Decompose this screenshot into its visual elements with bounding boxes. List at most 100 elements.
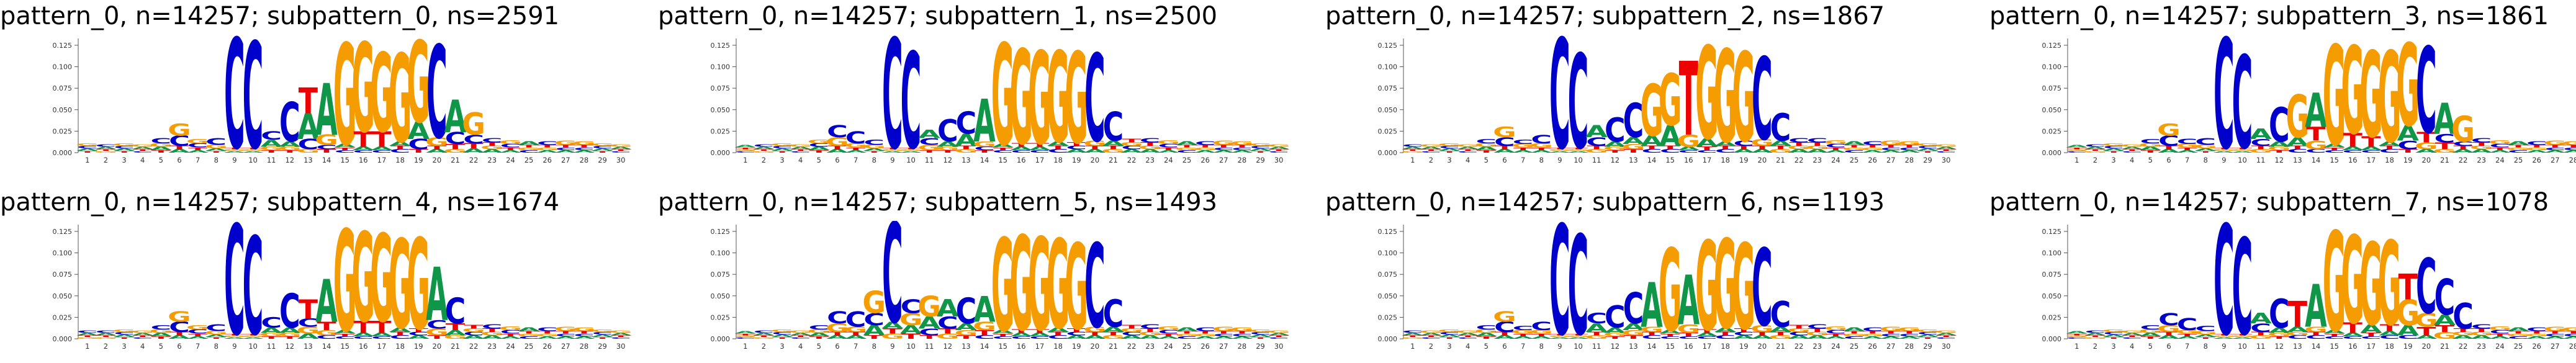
logo-letter-A: A [1659, 329, 1682, 335]
logo-letter-G: G [1732, 221, 1755, 357]
logo-letter-A: A [734, 330, 757, 334]
logo-letter-T: T [1214, 330, 1234, 334]
chart-title: pattern_0, n=14257; subpattern_4, ns=167… [0, 188, 560, 217]
logo-letter-G: G [2194, 144, 2217, 150]
x-tick-label: 15 [1665, 156, 1675, 164]
logo-letter-C: C [2563, 147, 2576, 151]
x-tick-label: 15 [2330, 342, 2339, 351]
x-tick-label: 3 [1447, 342, 1451, 351]
x-tick-label: 24 [506, 342, 515, 351]
logo-letter-T: T [243, 147, 263, 150]
logo-letter-G: G [2304, 325, 2328, 333]
logo-letter-G: G [917, 290, 941, 323]
logo-letter-G: G [1567, 149, 1590, 151]
logo-letter-T: T [482, 328, 502, 333]
logo-letter-T: T [993, 147, 1013, 151]
logo-letter-G: G [2341, 35, 2364, 162]
logo-letter-G: G [862, 285, 886, 321]
x-tick-label: 12 [1610, 156, 1619, 164]
logo-letter-C: C [1641, 148, 1662, 154]
x-tick-label: 12 [943, 342, 952, 351]
logo-letter-T: T [791, 335, 811, 338]
y-tick-label: 0.075 [711, 271, 731, 279]
logo-letter-A: A [1102, 139, 1125, 147]
x-tick-label: 13 [2293, 342, 2302, 351]
logo-letter-T: T [556, 144, 576, 148]
logo-letter-C: C [1103, 104, 1124, 151]
logo-letter-C: C [2232, 221, 2253, 362]
logo-letter-A: A [279, 326, 301, 334]
logo-letter-T: T [390, 145, 410, 150]
logo-letter-T: T [280, 150, 300, 154]
logo-letter-A: A [1176, 326, 1198, 332]
logo-letter-T: T [114, 151, 134, 153]
x-tick-label: 6 [1502, 342, 1506, 351]
x-tick-label: 23 [1813, 156, 1822, 164]
sequence-logo-plot: 0.0000.0250.0500.0750.1000.125CGTA1GTAC2… [2042, 35, 2576, 176]
logo-letter-C: C [2287, 148, 2308, 154]
x-tick-label: 16 [1684, 156, 1693, 164]
logo-letter-G: G [131, 143, 155, 148]
logo-letter-A: A [973, 290, 996, 331]
logo-letter-G: G [499, 140, 523, 145]
logo-letter-C: C [408, 136, 429, 153]
x-tick-label: 14 [980, 156, 989, 164]
logo-letter-T: T [1808, 141, 1827, 147]
logo-letter-T: T [1569, 333, 1588, 336]
logo-letter-T: T [791, 149, 811, 151]
logo-letter-A: A [2507, 326, 2529, 332]
logo-letter-C: C [1826, 329, 1847, 335]
logo-letter-C: C [1213, 333, 1234, 338]
logo-letter-A: A [2544, 150, 2567, 154]
logo-letter-G: G [2359, 35, 2383, 164]
logo-letter-C: C [2397, 334, 2418, 340]
logo-letter-A: A [2397, 121, 2419, 146]
logo-letter-C: C [1268, 337, 1289, 339]
logo-letter-G: G [1824, 326, 1848, 331]
y-tick-label: 0.100 [1378, 63, 1398, 71]
logo-letter-G: G [1529, 329, 1553, 335]
logo-letter-A: A [334, 329, 356, 335]
logo-letter-C: C [2140, 138, 2161, 145]
logo-letter-C: C [1660, 336, 1681, 340]
x-tick-label: 19 [414, 342, 423, 351]
logo-letter-G: G [1194, 333, 1217, 338]
logo-letter-A: A [2379, 330, 2401, 337]
logo-letter-G: G [1401, 337, 1425, 339]
logo-letter-C: C [224, 221, 245, 362]
logo-letter-T: T [519, 330, 539, 334]
logo-letter-A: A [297, 332, 320, 340]
logo-letter-A: A [518, 140, 540, 146]
logo-letter-T: T [1532, 333, 1552, 338]
logo-letter-T: T [169, 145, 189, 150]
logo-letter-G: G [2065, 335, 2089, 338]
logo-letter-T: T [1048, 331, 1068, 336]
x-tick-label: 9 [1557, 342, 1562, 351]
x-tick-label: 9 [2222, 156, 2226, 164]
x-tick-label: 14 [1647, 156, 1657, 164]
logo-letter-T: T [2453, 328, 2473, 333]
logo-letter-G: G [955, 329, 978, 337]
logo-letter-T: T [1159, 147, 1179, 151]
logo-letter-G: G [2525, 147, 2549, 151]
logo-letter-T: T [354, 127, 374, 152]
logo-letter-C: C [1457, 337, 1479, 339]
logo-letter-A: A [2323, 329, 2346, 335]
x-tick-label: 4 [2130, 156, 2134, 164]
logo-letter-T: T [919, 334, 939, 340]
logo-letter-C: C [1250, 331, 1271, 336]
logo-letter-A: A [2268, 140, 2290, 148]
logo-letter-T: T [2490, 333, 2510, 338]
y-tick-label: 0.000 [2042, 335, 2062, 343]
logo-letter-T: T [865, 334, 885, 340]
logo-letter-A: A [2102, 148, 2125, 152]
logo-letter-A: A [2323, 143, 2346, 149]
logo-letter-A: A [573, 336, 595, 340]
x-tick-label: 25 [1182, 342, 1192, 351]
logo-letter-C: C [2269, 291, 2290, 338]
x-tick-label: 25 [525, 156, 534, 164]
x-tick-label: 27 [2551, 342, 2560, 351]
logo-letter-A: A [1438, 334, 1461, 338]
logo-letter-T: T [1403, 335, 1423, 338]
logo-letter-A: A [808, 146, 831, 151]
